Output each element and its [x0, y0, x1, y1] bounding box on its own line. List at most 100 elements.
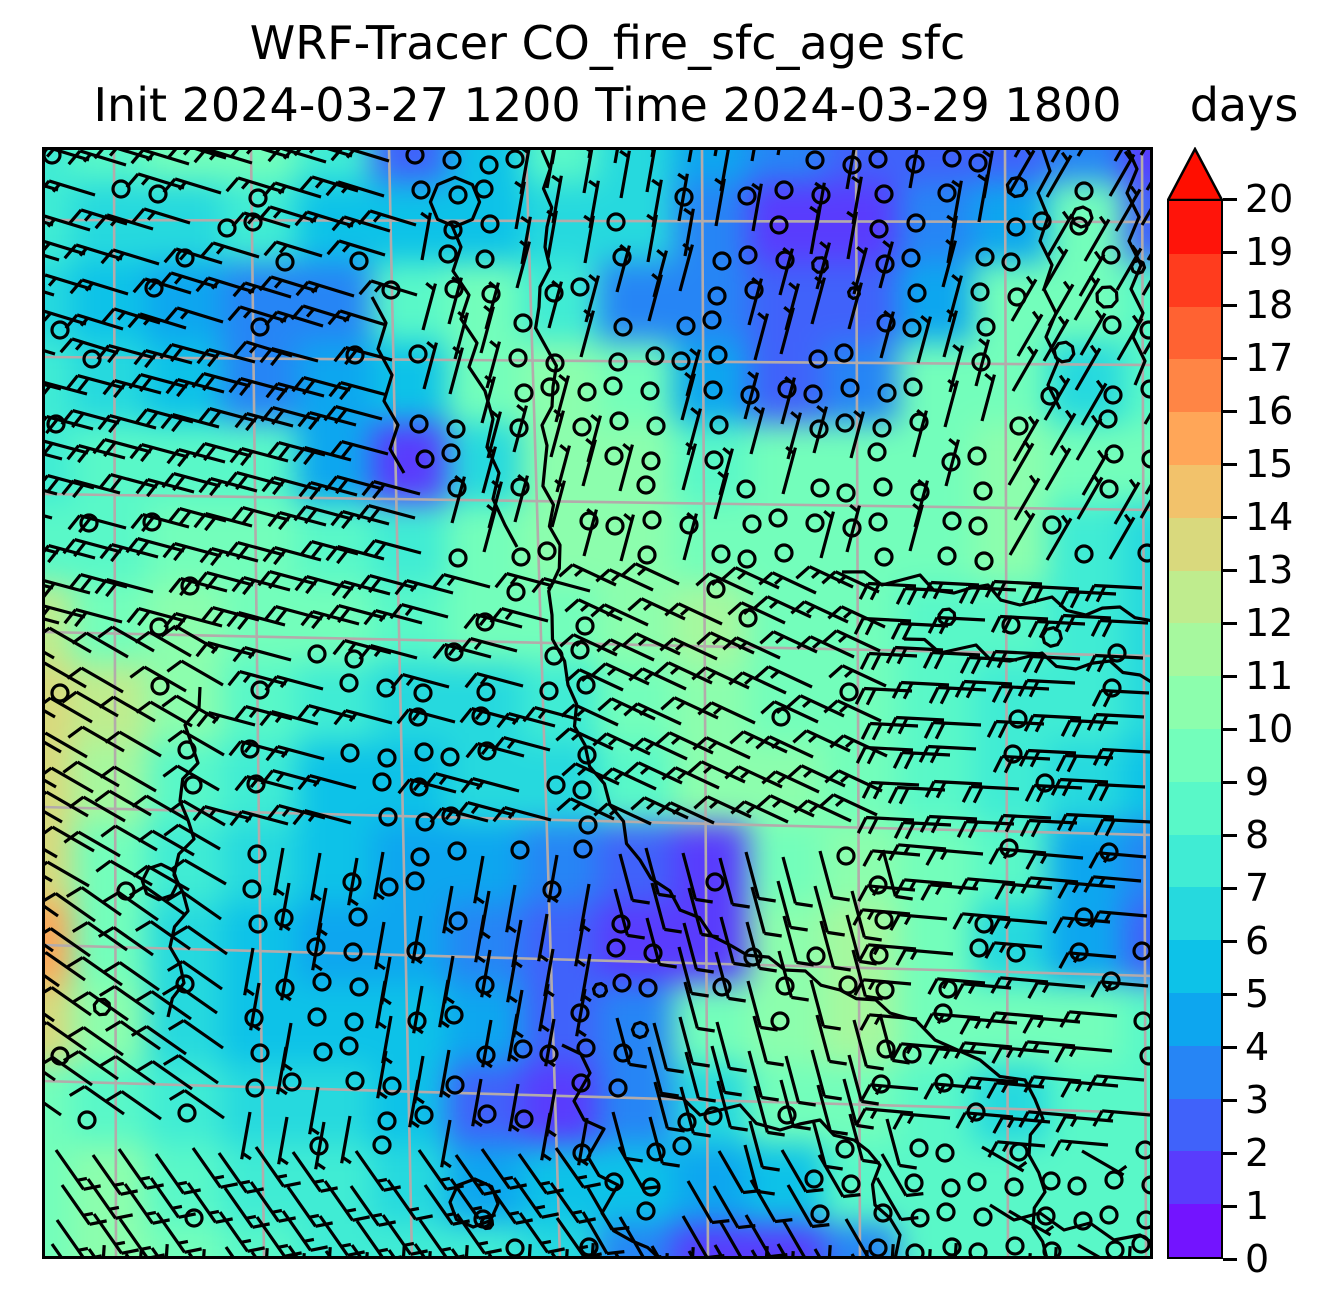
wind-barb [819, 920, 851, 972]
calm-wind-circle [612, 973, 632, 993]
wind-barb [923, 1082, 982, 1100]
calm-wind-circle [407, 1011, 427, 1031]
calm-wind-circle [937, 546, 957, 566]
calm-wind-circle [608, 1078, 628, 1098]
wind-barb [276, 1046, 288, 1096]
wind-barb [455, 801, 515, 818]
calm-wind-circle [576, 1038, 596, 1058]
wind-barb [857, 884, 916, 902]
calm-wind-circle [440, 747, 460, 767]
wind-barb [100, 824, 158, 852]
wind-barb [991, 1046, 1050, 1064]
wind-barb [1050, 147, 1078, 163]
wind-barb [168, 1089, 225, 1120]
wind-barb [1054, 1045, 1113, 1063]
calm-wind-circle [1104, 444, 1124, 464]
wind-barb [977, 173, 989, 223]
wind-barb [1074, 344, 1102, 391]
calm-wind-circle [676, 316, 696, 336]
calm-wind-circle [46, 414, 66, 434]
colorbar-tick-label: 4 [1245, 1025, 1270, 1069]
calm-wind-circle [768, 508, 788, 528]
wind-barb [1108, 513, 1136, 560]
calm-wind-circle [570, 277, 590, 297]
wind-barb [878, 239, 894, 289]
wind-barb [1018, 1110, 1077, 1128]
wind-barb [257, 205, 317, 223]
calm-wind-circle [679, 515, 699, 535]
colorbar-tick-label: 19 [1245, 230, 1294, 274]
calm-wind-circle [1009, 416, 1029, 436]
colorbar-tick [1223, 727, 1237, 731]
wind-barb [357, 574, 417, 594]
calm-wind-circle [636, 475, 656, 495]
wind-barb [819, 509, 835, 559]
wind-barb [644, 847, 676, 899]
calm-wind-circle [570, 1003, 590, 1023]
calm-wind-circle [577, 382, 597, 402]
wind-barb [858, 581, 917, 601]
wind-barb [981, 1145, 1028, 1173]
wind-barb [357, 209, 417, 227]
calm-wind-circle [513, 313, 533, 333]
calm-wind-circle [442, 150, 462, 170]
wind-barb [1115, 244, 1143, 291]
wind-barb [812, 404, 828, 454]
wind-barb [126, 607, 186, 627]
wind-barb [813, 885, 845, 937]
calm-wind-circle [868, 149, 888, 169]
wind-barb [297, 774, 357, 791]
calm-wind-circle [1006, 943, 1026, 963]
wind-barb [809, 979, 841, 1031]
calm-wind-circle [414, 742, 434, 762]
wind-barb [848, 1113, 880, 1165]
colorbar-tick-label: 10 [1245, 707, 1294, 751]
calm-wind-circle [876, 313, 896, 333]
wind-barb [558, 563, 617, 587]
wind-barb [331, 215, 391, 233]
wind-barb [231, 211, 291, 229]
wind-barb [715, 1021, 747, 1073]
calm-wind-circle [1137, 543, 1153, 563]
wind-barb [1081, 449, 1109, 496]
colorbar-tick [1223, 1045, 1237, 1049]
calm-wind-circle [514, 1109, 534, 1129]
wind-barb [894, 878, 953, 896]
wind-barb [463, 613, 523, 630]
wind-barb [1089, 910, 1148, 928]
wind-barb [724, 765, 783, 789]
wind-barb [777, 950, 809, 1002]
wind-barb [693, 795, 752, 819]
calm-wind-circle [475, 249, 495, 269]
calm-wind-circle [869, 945, 889, 965]
wind-barb [42, 380, 88, 400]
calm-wind-circle [406, 941, 426, 961]
wind-barb [169, 858, 227, 886]
calm-wind-circle [969, 938, 989, 958]
wind-barb [856, 815, 915, 835]
wind-barb [161, 472, 221, 492]
wind-barb [195, 641, 255, 658]
wind-barb [300, 610, 360, 630]
calm-wind-circle [443, 220, 463, 240]
calm-wind-circle [711, 544, 731, 564]
colorbar-band [1169, 412, 1221, 465]
wind-barb [135, 700, 193, 728]
wind-barb [728, 671, 787, 695]
calm-wind-circle [976, 317, 996, 337]
wind-barb [1079, 309, 1107, 356]
wind-barb [921, 580, 980, 600]
calm-wind-circle [1073, 1211, 1093, 1231]
wind-barb [232, 646, 292, 663]
wind-barb [1114, 185, 1142, 232]
calm-wind-circle [313, 1042, 333, 1062]
calm-wind-circle [804, 1169, 824, 1189]
colorbar-band [1169, 517, 1221, 571]
wind-barb [163, 823, 221, 851]
calm-wind-circle [942, 511, 962, 531]
wind-barb [624, 761, 683, 785]
wind-barb [1052, 916, 1111, 934]
wind-barb [159, 343, 219, 363]
wind-barb [94, 789, 152, 817]
wind-barb [1055, 753, 1114, 773]
